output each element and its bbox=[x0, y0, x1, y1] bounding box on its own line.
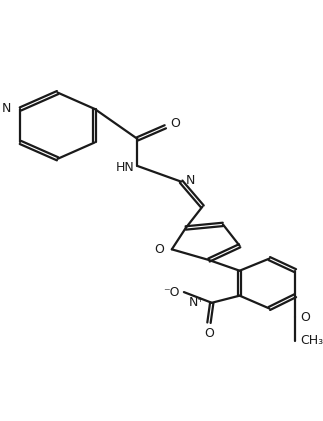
Text: N⁺: N⁺ bbox=[188, 296, 204, 309]
Text: N: N bbox=[186, 173, 195, 187]
Text: N: N bbox=[2, 102, 11, 115]
Text: O: O bbox=[300, 311, 310, 323]
Text: O: O bbox=[170, 117, 180, 130]
Text: HN: HN bbox=[116, 161, 134, 174]
Text: O: O bbox=[154, 243, 164, 256]
Text: ⁻O: ⁻O bbox=[163, 285, 179, 298]
Text: O: O bbox=[204, 327, 214, 340]
Text: CH₃: CH₃ bbox=[300, 334, 323, 347]
